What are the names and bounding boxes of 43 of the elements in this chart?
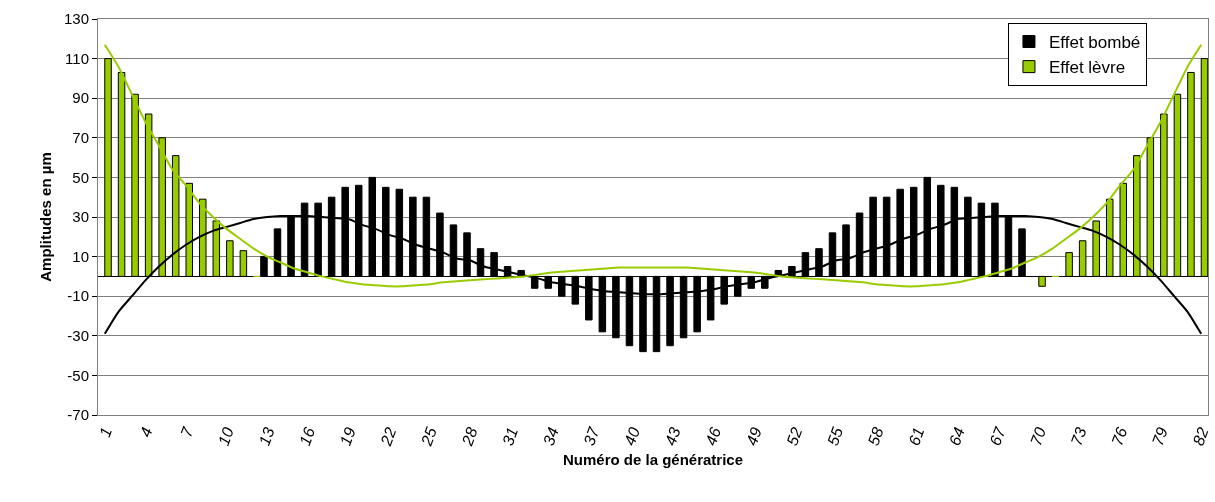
x-tick-label: 28 [458, 425, 481, 449]
y-tick-label: -30 [67, 327, 89, 345]
y-axis-title: Amplitudes en µm [37, 152, 55, 282]
x-tick-label: 1 [96, 425, 116, 440]
y-tick-label: 30 [72, 208, 89, 226]
y-tick-label: 70 [72, 129, 89, 147]
x-tick-label: 73 [1067, 425, 1090, 448]
x-tick-label: 43 [661, 425, 684, 448]
x-tick-label: 58 [864, 425, 887, 448]
x-tick-label: 13 [255, 425, 278, 448]
x-tick-label: 55 [824, 425, 847, 448]
x-tick-label: 7 [177, 424, 197, 440]
x-tick-label: 49 [742, 425, 765, 448]
y-tick-label: 10 [72, 247, 89, 265]
y-tick-label: 110 [65, 49, 89, 67]
x-tick-label: 37 [580, 424, 603, 448]
x-tick-label: 19 [336, 425, 359, 448]
x-tick-label: 40 [620, 425, 644, 448]
x-tick-label: 25 [417, 425, 441, 449]
legend-label: Effet lèvre [1048, 58, 1126, 78]
x-tick-label: 61 [905, 425, 928, 448]
x-tick-label: 34 [539, 425, 562, 448]
x-tick-label: 79 [1148, 425, 1171, 448]
x-tick-label: 31 [499, 425, 522, 448]
x-tick-label: 46 [702, 425, 725, 448]
x-tick-label: 67 [986, 424, 1009, 448]
y-tick-label: -70 [67, 406, 89, 424]
x-tick-label: 82 [1189, 425, 1212, 448]
x-tick-label: 4 [136, 425, 156, 440]
y-tick-label: 90 [72, 89, 89, 107]
y-tick-label: 130 [63, 10, 89, 28]
x-tick-label: 52 [783, 425, 806, 448]
x-tick-label: 64 [945, 425, 968, 448]
x-axis-title: Numéro de la génératrice [562, 450, 744, 468]
legend-label: Effet bombé [1048, 33, 1141, 53]
y-tick-label: 50 [72, 168, 89, 186]
y-tick-label: -10 [67, 287, 89, 305]
x-tick-label: 10 [214, 425, 237, 448]
x-tick-label: 22 [376, 425, 400, 449]
x-tick-label: 16 [296, 425, 319, 448]
x-tick-label: 70 [1027, 425, 1050, 448]
y-tick-label: -50 [67, 366, 89, 384]
x-tick-label: 76 [1108, 425, 1131, 448]
